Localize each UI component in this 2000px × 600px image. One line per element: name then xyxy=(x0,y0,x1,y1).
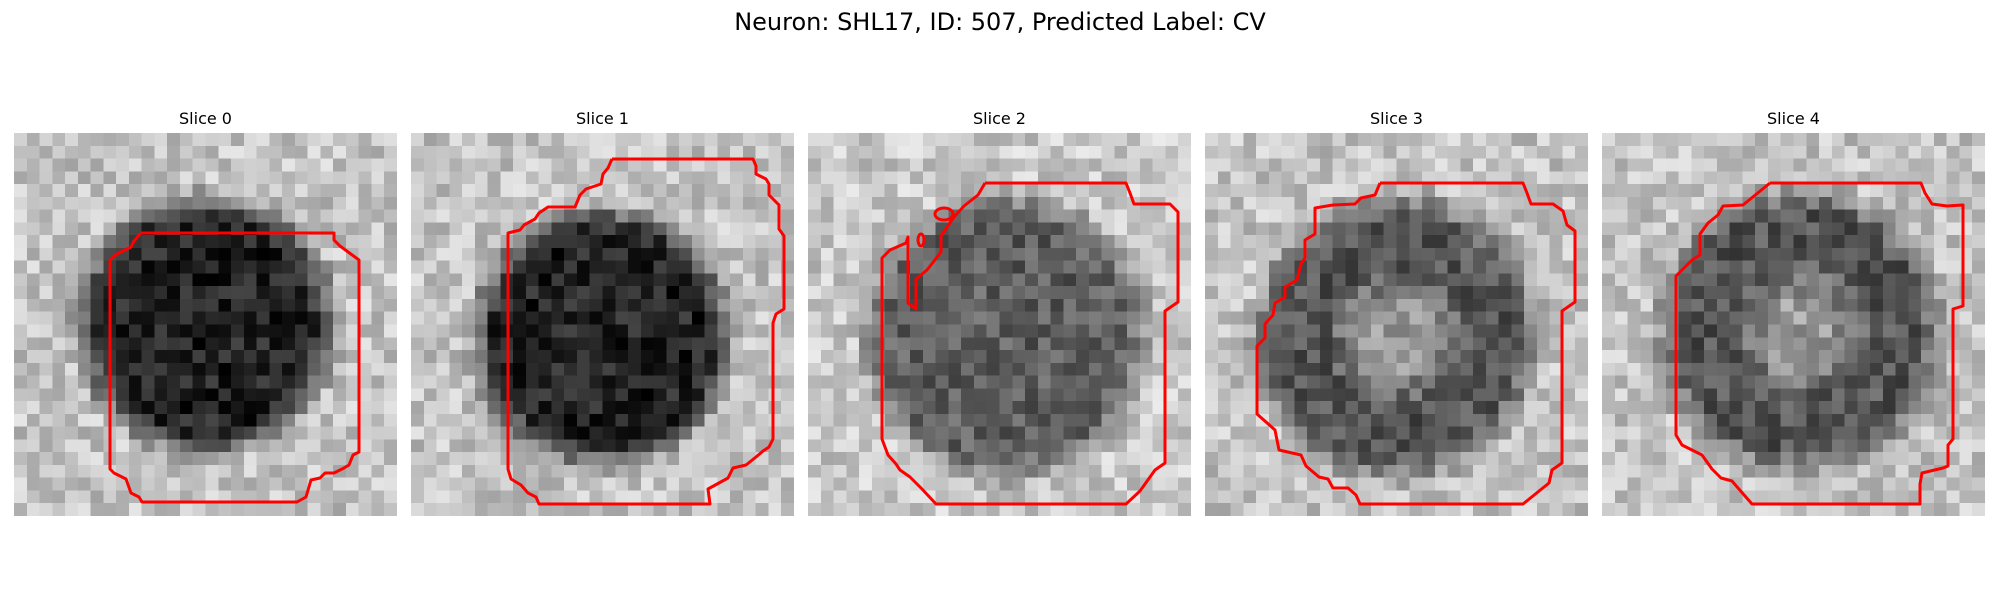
roi-contour-3 xyxy=(1255,181,1577,506)
panel-title-slice-4: Slice 4 xyxy=(1767,109,1820,128)
panel-slice-3 xyxy=(1205,133,1588,516)
figure-title: Neuron: SHL17, ID: 507, Predicted Label:… xyxy=(734,8,1266,36)
roi-contour-4 xyxy=(1674,181,1965,506)
panel-slice-4 xyxy=(1602,133,1985,516)
panel-title-slice-0: Slice 0 xyxy=(179,109,232,128)
panel-slice-1 xyxy=(411,133,794,516)
slice-image-1 xyxy=(411,133,794,516)
slice-image-2 xyxy=(808,133,1191,516)
roi-contour-1 xyxy=(506,157,786,506)
panel-slice-0 xyxy=(14,133,397,516)
panel-title-slice-1: Slice 1 xyxy=(576,109,629,128)
roi-contour-2 xyxy=(880,181,1180,506)
panel-slice-2 xyxy=(808,133,1191,516)
slice-image-4 xyxy=(1602,133,1985,516)
panel-title-slice-2: Slice 2 xyxy=(973,109,1026,128)
slice-image-3 xyxy=(1205,133,1588,516)
roi-contour-0 xyxy=(108,231,361,504)
slice-image-0 xyxy=(14,133,397,516)
panel-title-slice-3: Slice 3 xyxy=(1370,109,1423,128)
